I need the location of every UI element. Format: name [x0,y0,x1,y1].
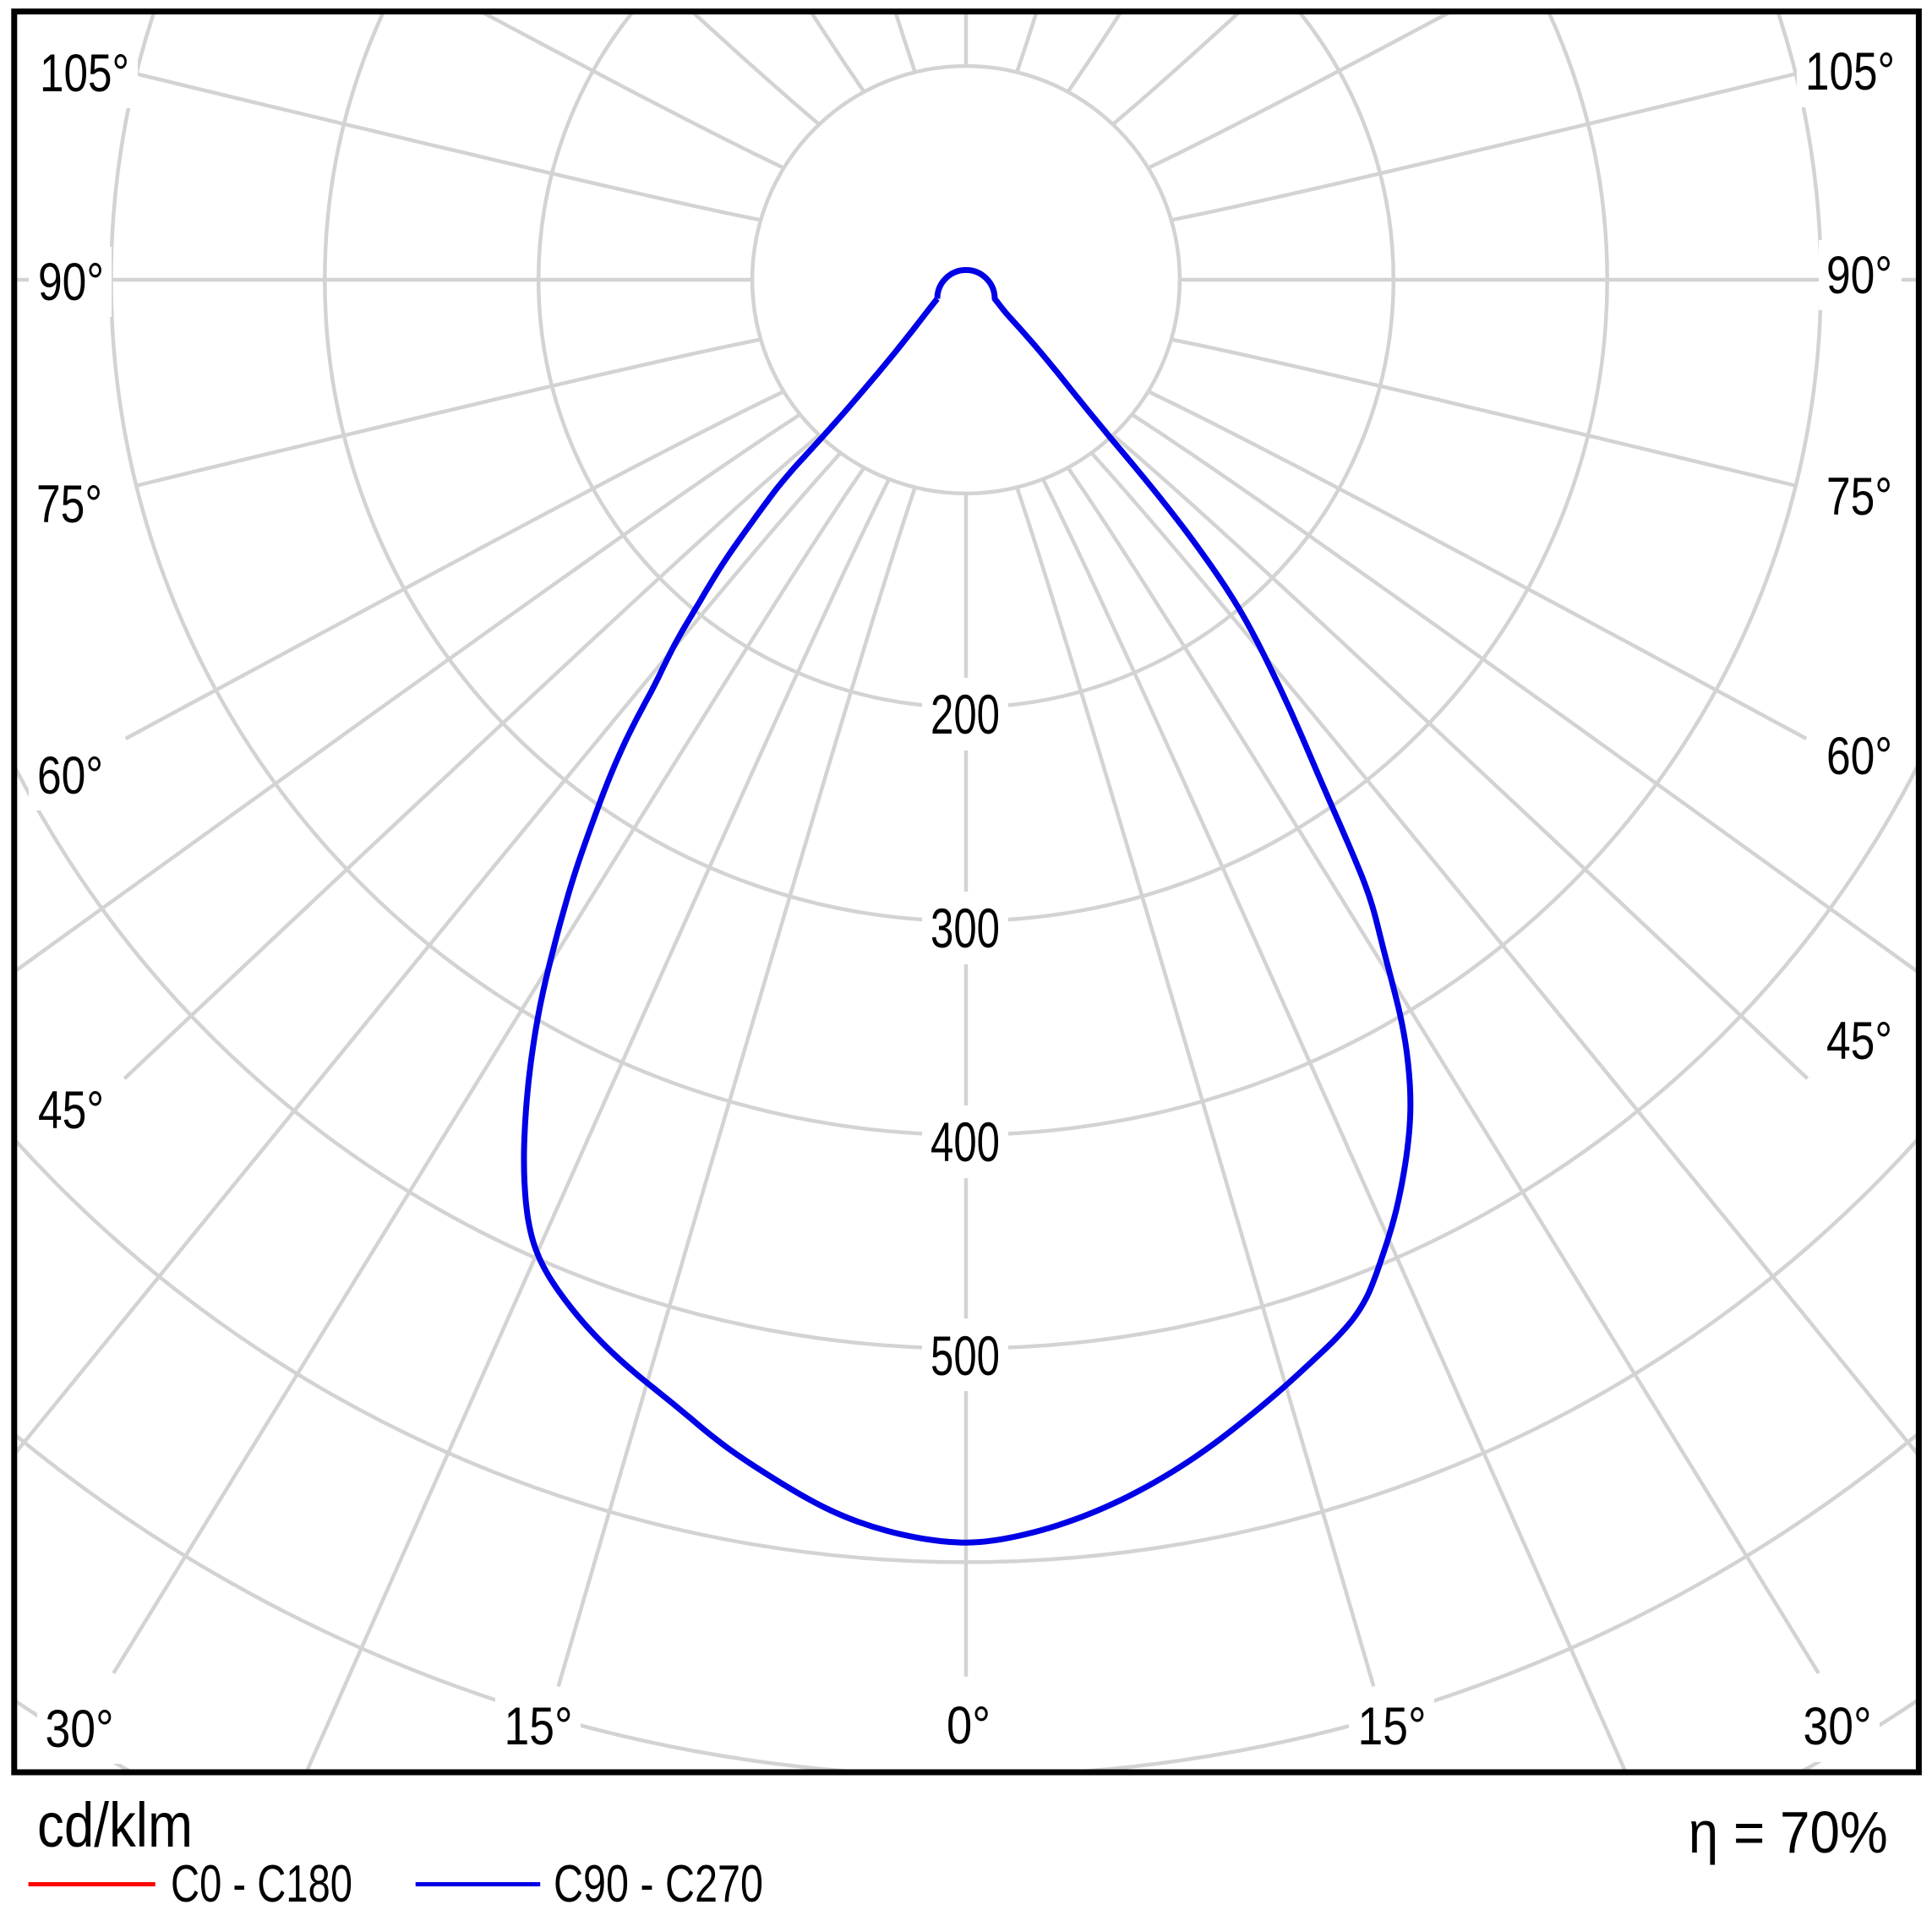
svg-text:45°: 45° [1826,1012,1892,1071]
svg-text:75°: 75° [36,475,102,534]
svg-text:105°: 105° [1805,42,1895,101]
svg-text:200: 200 [931,683,1000,745]
svg-text:90°: 90° [38,253,104,312]
svg-text:500: 500 [931,1324,1000,1387]
svg-text:15°: 15° [505,1697,573,1756]
svg-text:30°: 30° [46,1700,114,1759]
svg-text:C90 - C270: C90 - C270 [554,1855,763,1913]
svg-text:75°: 75° [1826,467,1892,527]
svg-text:90°: 90° [1826,246,1892,305]
svg-text:30°: 30° [1804,1697,1872,1756]
svg-text:C0 - C180: C0 - C180 [171,1855,352,1913]
svg-text:60°: 60° [1826,727,1892,786]
svg-text:60°: 60° [37,746,103,805]
svg-text:15°: 15° [1358,1697,1427,1756]
svg-text:η = 70%: η = 70% [1689,1799,1888,1865]
svg-text:105°: 105° [40,44,129,103]
svg-text:cd/klm: cd/klm [37,1790,193,1860]
svg-text:400: 400 [931,1111,1000,1173]
svg-text:45°: 45° [38,1081,104,1140]
svg-text:300: 300 [931,897,1000,959]
svg-text:0°: 0° [947,1696,991,1755]
